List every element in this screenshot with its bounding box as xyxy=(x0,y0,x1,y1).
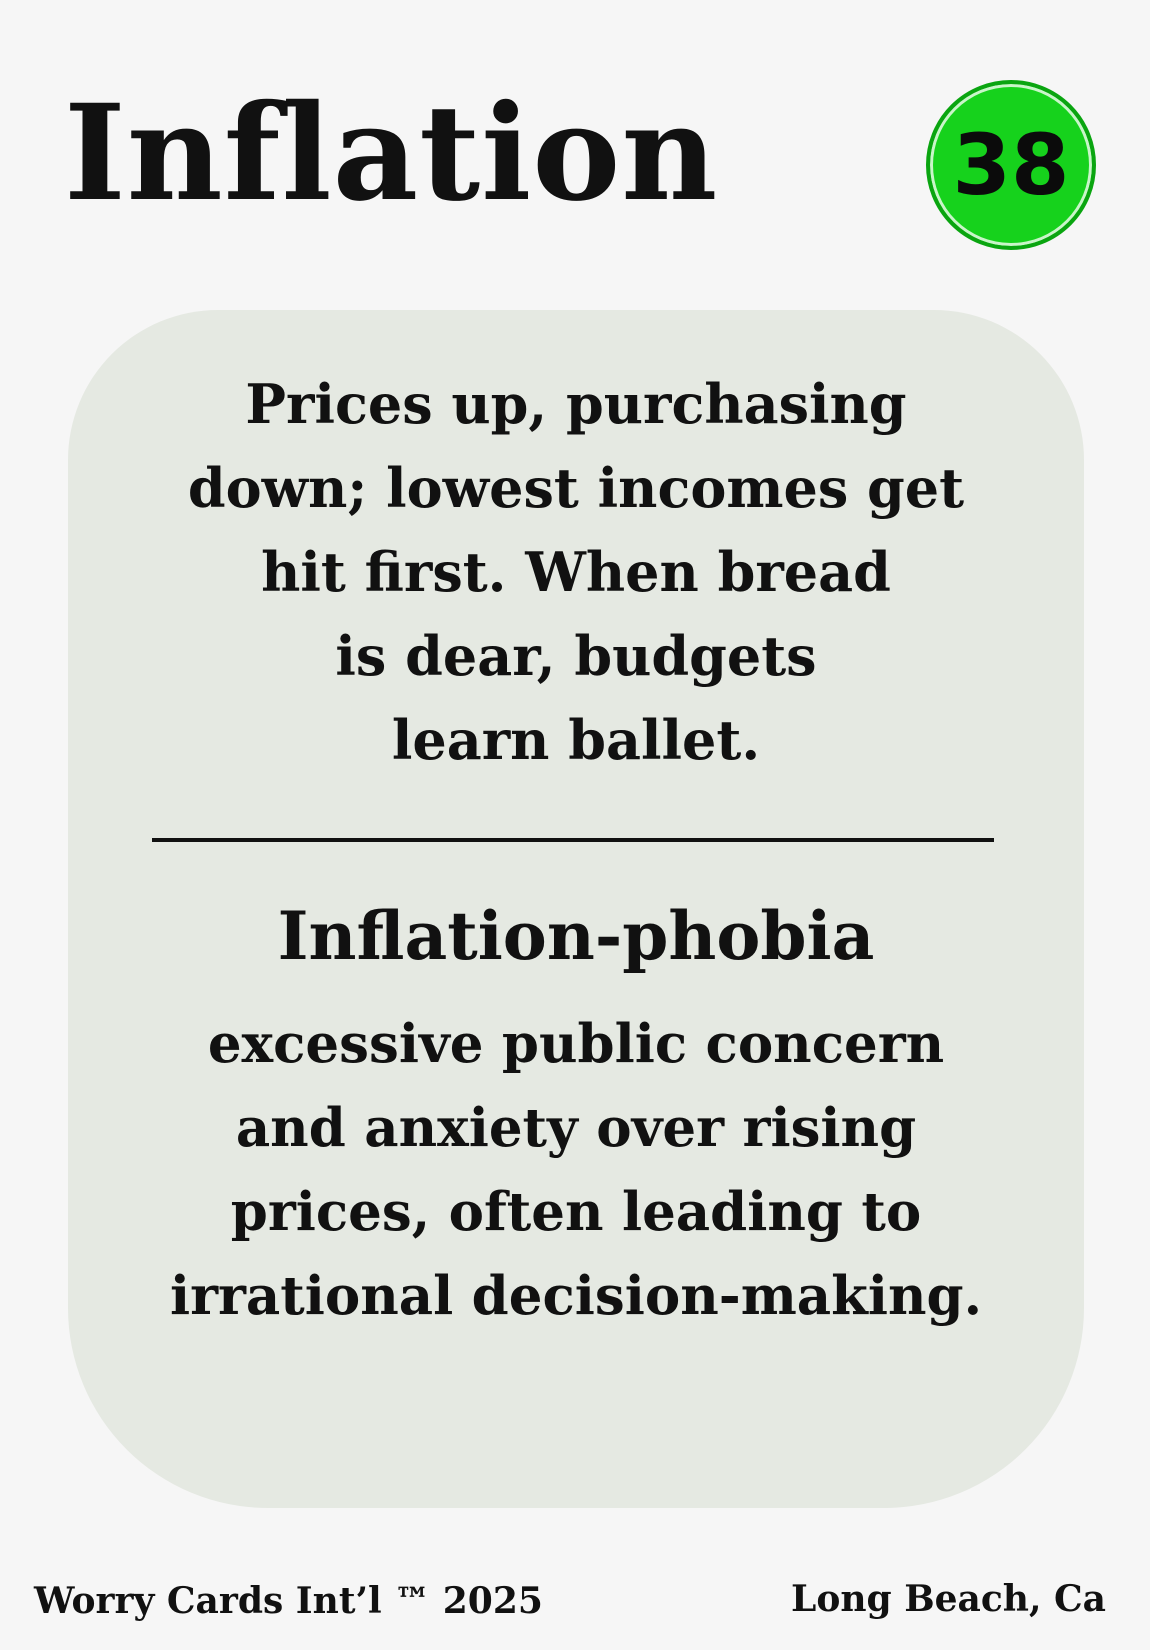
phrase-line: is dear, budgets xyxy=(335,624,817,688)
phrase-line: down; lowest incomes get xyxy=(187,456,965,520)
phobia-definition: excessive public concern and anxiety ove… xyxy=(68,1002,1084,1338)
definition-line: irrational decision-making. xyxy=(169,1265,983,1327)
card-number-badge: 38 xyxy=(926,80,1096,250)
phobia-name: Inflation-phobia xyxy=(277,897,875,975)
definition-line: prices, often leading to xyxy=(230,1181,922,1243)
card-title: Inflation xyxy=(64,76,719,231)
footer-location: Long Beach, Ca xyxy=(791,1578,1106,1620)
definition-line: excessive public concern xyxy=(207,1013,945,1075)
content-panel: Prices up, purchasing down; lowest incom… xyxy=(68,310,1084,1508)
phrase-line: hit first. When bread xyxy=(261,540,891,604)
footer-copyright: Worry Cards Int’l ™ 2025 xyxy=(34,1580,543,1622)
phrase-line: learn ballet. xyxy=(391,708,761,772)
card-number: 38 xyxy=(952,116,1070,214)
phrase-line: Prices up, purchasing xyxy=(245,372,907,436)
card-phrase: Prices up, purchasing down; lowest incom… xyxy=(68,362,1084,782)
definition-line: and anxiety over rising xyxy=(235,1097,917,1159)
section-divider xyxy=(152,838,994,842)
